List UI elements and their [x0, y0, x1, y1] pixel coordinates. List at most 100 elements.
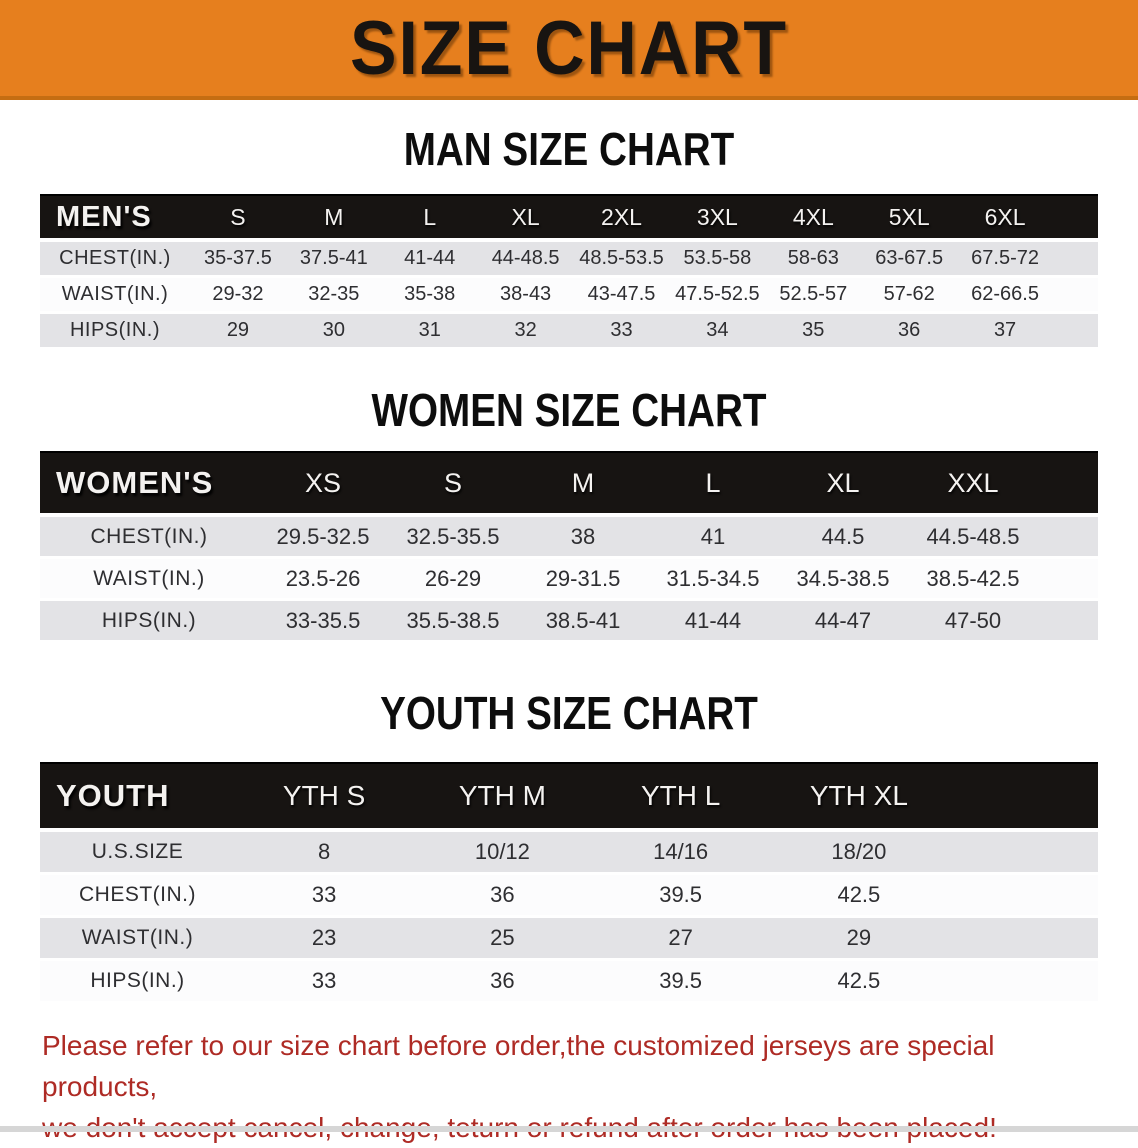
size-cell: 33-35.5	[285, 607, 361, 633]
column-header: 2XL	[601, 203, 642, 230]
column-header: YTH L	[640, 780, 721, 811]
table-corner-label: YOUTH	[56, 778, 170, 813]
column-header: XS	[304, 467, 342, 498]
section-youth: YOUTH SIZE CHART YOUTH YTH S YTH M YTH L YTH…	[0, 688, 1138, 1001]
size-cell: 35-38	[404, 283, 456, 305]
size-cell: 8	[318, 839, 331, 864]
size-table-youth: YOUTH YTH S YTH M YTH L YTH XL U.S.SIZE 8 10/12…	[40, 762, 1098, 1001]
table-row: HIPS(IN.) 29 30 31 32 33 34 35 36 37	[40, 314, 1098, 347]
size-cell: 29	[226, 319, 250, 341]
size-cell: 36	[898, 319, 921, 341]
size-cell: 57-62	[883, 283, 935, 305]
column-header: XL	[511, 203, 540, 230]
section-women: WOMEN SIZE CHART WOMEN'S XS S M L XL XXL CHEST(…	[0, 385, 1138, 640]
size-cell: 35-37.5	[204, 247, 272, 269]
size-cell: 34.5-38.5	[796, 565, 890, 591]
row-label: HIPS(IN.)	[101, 608, 197, 632]
size-cell: 41-44	[404, 247, 456, 269]
size-cell: 44-48.5	[491, 247, 560, 269]
banner-title: SIZE CHART	[350, 5, 788, 91]
column-header: S	[443, 467, 462, 498]
row-label: HIPS(IN.)	[90, 969, 185, 992]
row-label: WAIST(IN.)	[81, 926, 194, 949]
row-label: WAIST(IN.)	[61, 283, 169, 305]
size-cell: 27	[668, 925, 693, 950]
size-cell: 23	[311, 925, 337, 950]
size-cell: 42.5	[837, 882, 881, 907]
column-header: YTH M	[458, 780, 546, 811]
size-cell: 36	[490, 968, 515, 993]
size-cell: 37.5-41	[299, 247, 368, 269]
size-cell: 23.5-26	[285, 565, 361, 591]
size-cell: 14/16	[653, 839, 709, 864]
size-cell: 44.5-48.5	[926, 523, 1020, 549]
size-cell: 26-29	[424, 565, 482, 591]
table-corner-label: WOMEN'S	[56, 465, 214, 500]
table-row: WAIST(IN.) 29-32 32-35 35-38 38-43 43-47.5 47.…	[40, 278, 1098, 311]
table-corner-label: MEN'S	[56, 200, 152, 233]
size-cell: 34	[706, 319, 729, 341]
size-cell: 35	[802, 319, 825, 341]
column-header: 5XL	[888, 203, 930, 230]
size-cell: 33	[311, 968, 337, 993]
banner: SIZE CHART	[0, 0, 1138, 100]
size-cell: 33	[311, 882, 337, 907]
size-cell: 29.5-32.5	[276, 523, 370, 549]
size-cell: 63-67.5	[875, 247, 944, 269]
size-cell: 29-32	[212, 283, 264, 305]
size-cell: 48.5-53.5	[579, 247, 664, 269]
section-heading-women: WOMEN SIZE CHART	[371, 384, 767, 436]
column-header: 4XL	[792, 203, 834, 230]
size-cell: 32.5-35.5	[406, 523, 500, 549]
size-cell: 31	[418, 319, 441, 341]
section-heading-youth: YOUTH SIZE CHART	[380, 687, 758, 739]
column-header: XL	[826, 467, 860, 498]
size-cell: 29	[846, 925, 872, 950]
table-header-row: MEN'S S M L XL 2XL 3XL 4XL 5XL 6XL	[40, 194, 1098, 238]
size-table-men: MEN'S S M L XL 2XL 3XL 4XL 5XL 6XL CHEST(IN.) 35-37…	[40, 194, 1098, 347]
disclaimer-line-1: Please refer to our size chart before or…	[42, 1030, 995, 1102]
row-label: CHEST(IN.)	[79, 883, 196, 906]
size-cell: 52.5-57	[779, 283, 848, 305]
table-row: HIPS(IN.) 33 36 39.5 42.5	[40, 961, 1098, 1001]
size-cell: 33	[610, 319, 633, 341]
row-label: CHEST(IN.)	[59, 247, 171, 269]
size-cell: 42.5	[837, 968, 881, 993]
size-cell: 47-50	[944, 607, 1002, 633]
size-cell: 58-63	[787, 247, 839, 269]
row-label: U.S.SIZE	[91, 840, 184, 863]
column-header: XXL	[947, 467, 999, 498]
size-cell: 32-35	[308, 283, 360, 305]
row-label: WAIST(IN.)	[93, 566, 205, 590]
size-cell: 32	[514, 319, 537, 341]
size-cell: 47.5-52.5	[675, 283, 760, 305]
size-cell: 10/12	[474, 839, 530, 864]
size-cell: 44.5	[821, 523, 865, 549]
size-cell: 38-43	[500, 283, 552, 305]
size-cell: 38	[570, 523, 596, 549]
column-header: L	[705, 467, 721, 498]
size-cell: 67.5-72	[971, 247, 1039, 269]
size-cell: 44-47	[814, 607, 872, 633]
table-row: WAIST(IN.) 23 25 27 29	[40, 918, 1098, 958]
column-header: M	[571, 467, 595, 498]
size-cell: 29-31.5	[545, 565, 621, 591]
size-cell: 38.5-41	[545, 607, 621, 633]
size-cell: 37	[993, 319, 1017, 341]
size-cell: 25	[490, 925, 515, 950]
size-cell: 35.5-38.5	[406, 607, 500, 633]
column-header: L	[423, 203, 437, 230]
bottom-edge-strip	[0, 1126, 1138, 1132]
size-cell: 41-44	[684, 607, 742, 633]
size-table-women: WOMEN'S XS S M L XL XXL CHEST(IN.) 29.5-32.5 32.5…	[40, 451, 1098, 640]
size-cell: 41	[700, 523, 726, 549]
size-cell: 18/20	[831, 839, 887, 864]
size-cell: 39.5	[659, 968, 703, 993]
column-header: S	[230, 203, 246, 230]
table-row: CHEST(IN.) 35-37.5 37.5-41 41-44 44-48.5 48.5…	[40, 242, 1098, 275]
size-cell: 39.5	[659, 882, 703, 907]
table-header-row: YOUTH YTH S YTH M YTH L YTH XL	[40, 762, 1098, 828]
column-header: 6XL	[984, 203, 1026, 230]
table-row: U.S.SIZE 8 10/12 14/16 18/20	[40, 832, 1098, 872]
